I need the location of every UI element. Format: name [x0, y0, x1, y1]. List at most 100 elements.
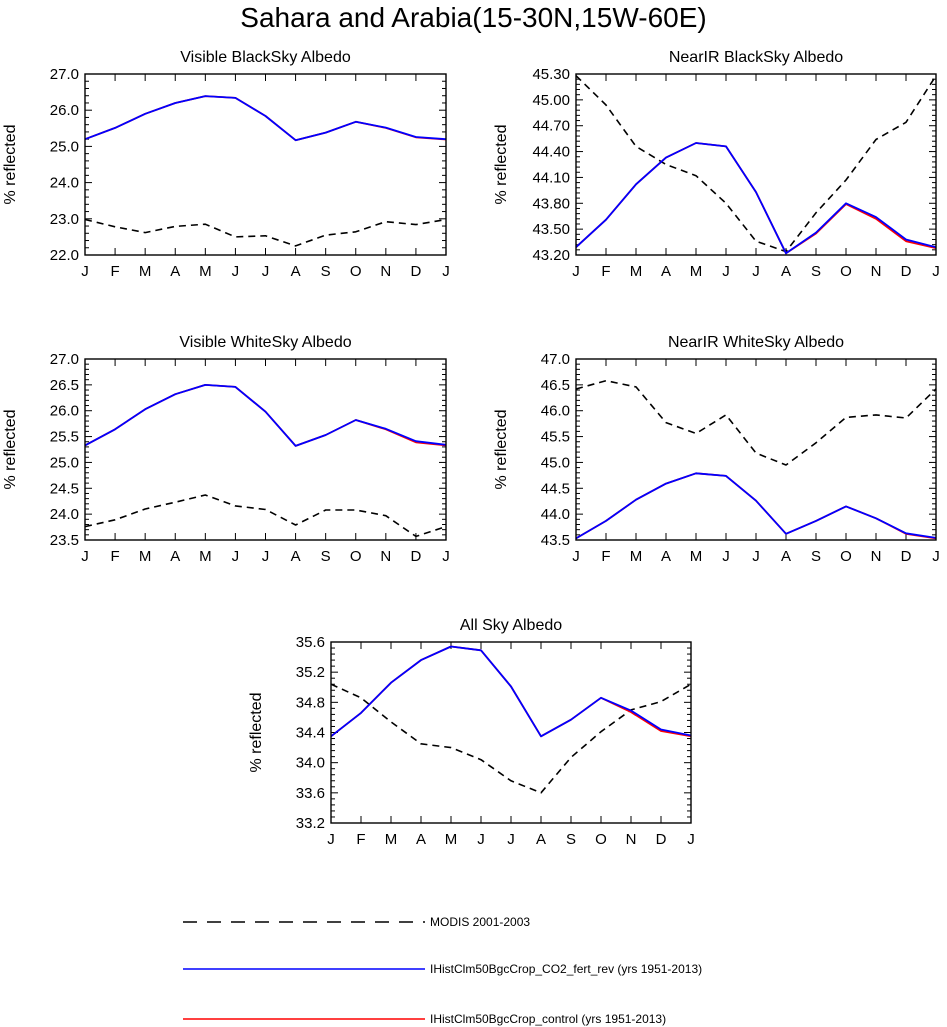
x-tick-label: J — [572, 263, 580, 280]
y-tick-label: 23.0 — [50, 211, 79, 228]
series-line-co2-fert-rev — [84, 95, 447, 142]
y-tick-label: 24.0 — [50, 506, 79, 523]
y-tick-label: 25.0 — [50, 138, 79, 155]
series-line-control — [84, 95, 447, 142]
x-tick-label: M — [199, 548, 212, 565]
x-tick-label: J — [752, 263, 760, 280]
x-tick-label: S — [566, 831, 576, 848]
y-tick-label: 43.5 — [541, 532, 570, 549]
x-tick-label: D — [901, 263, 912, 280]
y-tick-label: 46.0 — [541, 403, 570, 420]
series-line-modis — [330, 683, 692, 794]
x-tick-label: J — [327, 831, 335, 848]
series-line-control — [575, 472, 937, 540]
y-tick-label: 34.8 — [296, 694, 325, 711]
x-tick-label: J — [722, 263, 730, 280]
y-tick-label: 24.5 — [50, 480, 79, 497]
y-tick-label: 25.5 — [50, 429, 79, 446]
y-tick-label: 33.6 — [296, 785, 325, 802]
x-tick-label: S — [321, 263, 331, 280]
x-tick-label: N — [871, 548, 882, 565]
series-line-control — [84, 383, 447, 447]
chart-title: Visible BlackSky Albedo — [180, 49, 351, 66]
x-tick-label: J — [232, 263, 240, 280]
x-tick-label: M — [139, 548, 152, 565]
plot-frame — [575, 73, 937, 256]
x-tick-label: M — [445, 831, 458, 848]
y-tick-label: 26.0 — [50, 403, 79, 420]
y-axis-label: % reflected — [2, 409, 19, 489]
plot-frame — [575, 358, 937, 541]
x-tick-label: F — [110, 263, 119, 280]
y-axis-label: % reflected — [493, 409, 510, 489]
x-tick-label: F — [110, 548, 119, 565]
y-tick-label: 43.50 — [532, 221, 570, 238]
chart-panel-5: All Sky Albedo % reflected 35.6 35.2 34.8 34.… — [248, 617, 695, 848]
x-tick-label: S — [811, 263, 821, 280]
y-tick-label: 22.0 — [50, 247, 79, 264]
x-tick-label: S — [811, 548, 821, 565]
x-tick-label: M — [199, 263, 212, 280]
series-line-modis — [575, 379, 937, 466]
series-line-control — [330, 645, 692, 738]
x-tick-label: M — [385, 831, 398, 848]
y-tick-label: 45.5 — [541, 429, 570, 446]
x-tick-label: A — [416, 831, 426, 848]
x-tick-label: J — [81, 263, 89, 280]
plot-frame — [84, 73, 447, 256]
y-axis-label: % reflected — [493, 124, 510, 204]
chart-panel-4: NearIR WhiteSky Albedo % reflected 47.0 46.… — [493, 334, 940, 565]
series-line-modis — [575, 75, 937, 253]
x-tick-label: J — [442, 263, 450, 280]
series-line-co2-fert-rev — [575, 472, 937, 540]
plot-frame — [84, 358, 447, 541]
x-tick-label: O — [350, 263, 362, 280]
x-tick-label: A — [661, 263, 671, 280]
y-tick-label: 33.2 — [296, 815, 325, 832]
y-tick-label: 43.20 — [532, 247, 570, 264]
x-tick-label: A — [170, 263, 180, 280]
x-tick-label: O — [840, 548, 852, 565]
y-axis-label: % reflected — [248, 692, 265, 772]
x-tick-label: J — [932, 548, 940, 565]
y-tick-label: 35.2 — [296, 664, 325, 681]
x-tick-label: J — [232, 548, 240, 565]
chart-panel-2: NearIR BlackSky Albedo % reflected 45.30 45… — [493, 49, 940, 280]
x-tick-label: M — [139, 263, 152, 280]
x-tick-label: N — [626, 831, 637, 848]
x-tick-label: J — [81, 548, 89, 565]
x-tick-label: J — [507, 831, 515, 848]
chart-title: Visible WhiteSky Albedo — [179, 334, 351, 351]
y-axis-label: % reflected — [2, 124, 19, 204]
y-tick-label: 45.0 — [541, 454, 570, 471]
x-tick-label: O — [595, 831, 607, 848]
series-line-co2-fert-rev — [330, 645, 692, 738]
x-tick-label: J — [722, 548, 730, 565]
legend-entry-co2-fert-rev: IHistClm50BgcCrop_CO2_fert_rev (yrs 1951… — [183, 962, 702, 976]
x-tick-label: M — [630, 548, 643, 565]
x-tick-label: A — [291, 263, 301, 280]
y-tick-label: 45.00 — [532, 92, 570, 109]
y-tick-label: 26.5 — [50, 377, 79, 394]
x-tick-label: J — [752, 548, 760, 565]
series-line-modis — [84, 218, 447, 247]
y-tick-label: 43.80 — [532, 195, 570, 212]
y-tick-label: 34.0 — [296, 755, 325, 772]
x-tick-label: M — [630, 263, 643, 280]
x-tick-label: N — [380, 548, 391, 565]
chart-panels: Visible BlackSky Albedo % reflected 27.0 26… — [2, 49, 940, 848]
y-tick-label: 46.5 — [541, 377, 570, 394]
y-tick-label: 44.40 — [532, 144, 570, 161]
x-tick-label: J — [442, 548, 450, 565]
chart-title: NearIR WhiteSky Albedo — [668, 334, 844, 351]
legend-entry-modis: MODIS 2001-2003 — [183, 915, 530, 929]
y-tick-label: 23.5 — [50, 532, 79, 549]
x-tick-label: A — [781, 548, 791, 565]
series-line-co2-fert-rev — [575, 142, 937, 255]
x-tick-label: F — [601, 263, 610, 280]
x-tick-label: O — [840, 263, 852, 280]
x-tick-label: A — [661, 548, 671, 565]
chart-title: NearIR BlackSky Albedo — [669, 49, 843, 66]
x-tick-label: J — [477, 831, 485, 848]
